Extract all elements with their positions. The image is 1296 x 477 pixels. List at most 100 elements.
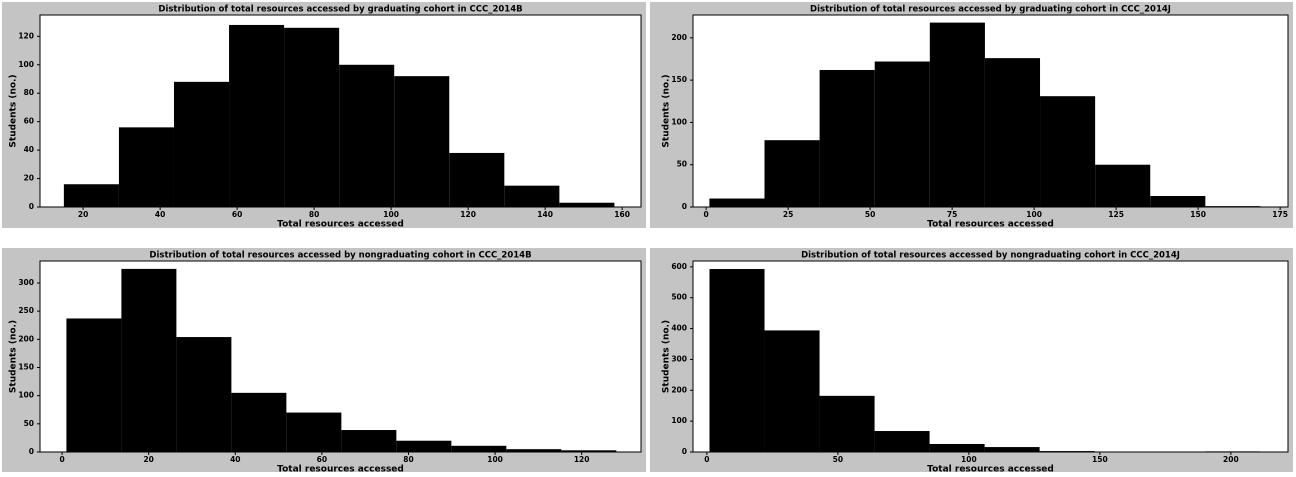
bar (118, 127, 174, 207)
y-tick-label: 600 (671, 262, 687, 271)
axes-border (692, 260, 1289, 453)
bar (506, 449, 562, 452)
bar (984, 447, 1040, 452)
y-tick-label: 80 (24, 88, 34, 97)
x-tick-label: 100 (487, 455, 503, 464)
x-tick-label: 40 (155, 210, 165, 219)
bar (449, 152, 505, 207)
y-tick-label: 200 (671, 33, 687, 42)
bar (874, 61, 930, 208)
x-tick-label: 150 (1190, 210, 1206, 219)
y-tick-label: 100 (18, 60, 34, 69)
y-tick-label: 0 (29, 202, 34, 211)
bar (984, 58, 1041, 207)
y-tick-label: 20 (24, 174, 34, 183)
y-tick-label: 50 (677, 160, 687, 169)
x-tick-label: 20 (143, 455, 153, 464)
y-tick-label: 120 (18, 31, 34, 40)
x-tick-label: 75 (947, 210, 957, 219)
bar (229, 24, 285, 208)
y-tick-label: 300 (18, 278, 34, 287)
x-axis-label: Total resources accessed (277, 465, 404, 475)
x-tick-label: 0 (59, 455, 64, 464)
chart-title: Distribution of total resources accessed… (149, 251, 531, 261)
x-tick-label: 150 (1092, 455, 1108, 464)
y-axis-label: Students (no.) (662, 320, 672, 393)
y-tick-label: 60 (24, 117, 34, 126)
chart-title: Distribution of total resources accessed… (158, 5, 522, 15)
y-axis-label: Students (no.) (9, 74, 19, 147)
bar (176, 337, 232, 452)
x-tick-label: 200 (1223, 455, 1239, 464)
x-tick-label: 20 (78, 210, 88, 219)
x-tick-label: 140 (537, 210, 553, 219)
x-axis-label: Total resources accessed (927, 465, 1054, 475)
x-tick-label: 0 (704, 210, 709, 219)
x-tick-label: 100 (383, 210, 399, 219)
x-tick-label: 80 (403, 455, 413, 464)
bar (929, 443, 985, 452)
axes-border (39, 260, 642, 453)
bar (709, 198, 765, 207)
x-tick-label: 100 (961, 455, 977, 464)
bar (559, 202, 615, 207)
bar (66, 318, 122, 452)
y-tick-label: 500 (671, 293, 687, 302)
x-tick-label: 80 (309, 210, 319, 219)
x-tick-label: 120 (574, 455, 590, 464)
x-tick-label: 175 (1272, 210, 1288, 219)
y-tick-label: 150 (671, 75, 687, 84)
y-tick-label: 50 (24, 419, 34, 428)
y-tick-label: 200 (18, 334, 34, 343)
bar (929, 22, 985, 207)
y-tick-label: 100 (671, 117, 687, 126)
bar (1150, 196, 1206, 207)
axes-border (692, 14, 1289, 208)
y-tick-label: 150 (18, 362, 34, 371)
x-axis-label: Total resources accessed (927, 220, 1054, 230)
bar (286, 412, 342, 452)
bar (819, 69, 875, 208)
bar (396, 440, 452, 452)
y-tick-label: 250 (18, 306, 34, 315)
y-axis-label: Students (no.) (9, 320, 19, 393)
y-tick-label: 0 (682, 447, 687, 456)
bar (63, 184, 119, 207)
bar (284, 27, 340, 207)
x-tick-label: 60 (317, 455, 327, 464)
y-tick-label: 100 (671, 416, 687, 425)
y-tick-label: 300 (671, 354, 687, 363)
chart-title: Distribution of total resources accessed… (801, 251, 1180, 261)
axes-border (39, 14, 642, 208)
x-tick-label: 50 (865, 210, 875, 219)
bar (709, 269, 765, 452)
y-tick-label: 0 (29, 447, 34, 456)
bar (173, 81, 230, 207)
bar (1095, 164, 1151, 207)
x-tick-label: 50 (833, 455, 843, 464)
x-tick-label: 120 (460, 210, 476, 219)
bar (764, 330, 820, 452)
bar (874, 431, 930, 452)
bar (121, 268, 177, 452)
y-axis-label: Students (no.) (662, 74, 672, 147)
y-tick-label: 40 (24, 145, 34, 154)
y-tick-label: 100 (18, 391, 34, 400)
bar (341, 430, 397, 452)
x-axis-label: Total resources accessed (277, 220, 404, 230)
bar (819, 395, 875, 452)
x-tick-label: 40 (230, 455, 240, 464)
bar (561, 450, 617, 452)
chart-title: Distribution of total resources accessed… (810, 5, 1171, 15)
bar (764, 140, 820, 207)
x-tick-label: 0 (704, 455, 709, 464)
y-tick-label: 0 (682, 202, 687, 211)
bar (451, 445, 507, 452)
x-tick-label: 160 (614, 210, 630, 219)
bar (504, 185, 560, 207)
bar (339, 64, 395, 208)
bar (394, 76, 450, 208)
x-tick-label: 25 (783, 210, 793, 219)
bar (1040, 96, 1096, 207)
